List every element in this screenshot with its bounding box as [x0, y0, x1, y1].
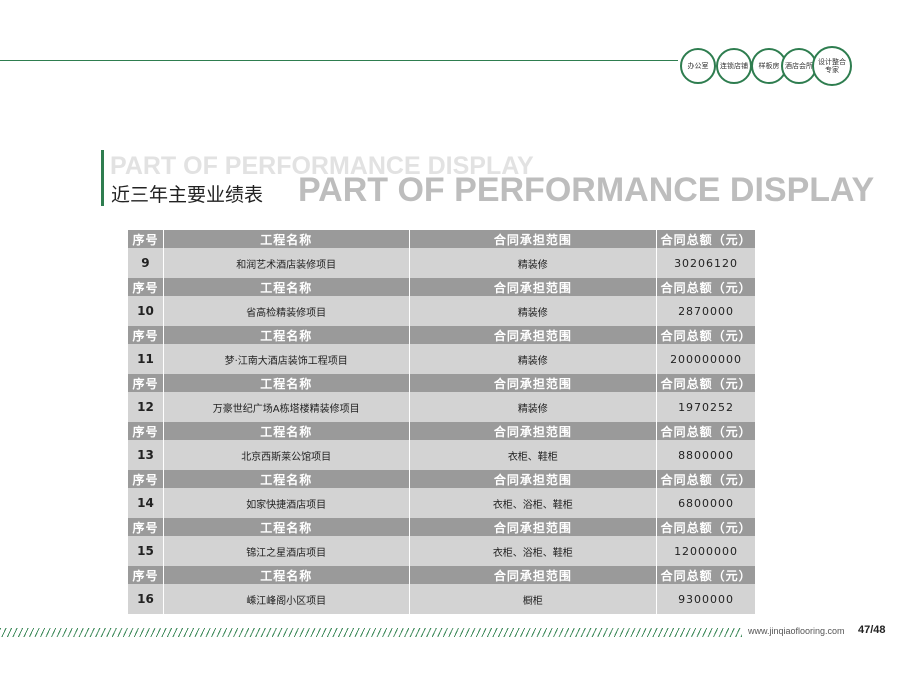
category-design-expert[interactable]: 设计整合专家	[812, 46, 852, 86]
project-name-cell: 省高检精装修项目	[163, 296, 410, 326]
table-header-row: 序号 工程名称 合同承担范围 合同总额（元）	[128, 518, 755, 536]
amount-cell: 2870000	[656, 296, 755, 326]
footer-url[interactable]: www.jinqiaoflooring.com	[748, 626, 845, 636]
project-name-cell: 梦·江南大酒店装饰工程项目	[163, 344, 410, 374]
table-row: 14 如家快捷酒店项目 衣柜、浴柜、鞋柜 6800000	[128, 488, 755, 518]
amount-cell: 1970252	[656, 392, 755, 422]
amount-cell: 30206120	[656, 248, 755, 278]
table-header-cell: 工程名称	[163, 518, 410, 536]
scope-cell: 衣柜、鞋柜	[409, 440, 658, 470]
project-name-cell: 万豪世纪广场A栋塔楼精装修项目	[163, 392, 410, 422]
table-header-cell: 工程名称	[163, 326, 410, 344]
project-name-cell: 锦江之星酒店项目	[163, 536, 410, 566]
title-accent-bar	[101, 150, 104, 206]
row-number-cell: 13	[128, 440, 164, 470]
page-title-english: PART OF PERFORMANCE DISPLAY	[298, 171, 875, 209]
table-header-cell: 序号	[128, 230, 164, 248]
table-header-cell: 合同承担范围	[409, 422, 658, 440]
amount-cell: 8800000	[656, 440, 755, 470]
table-header-cell: 合同总额（元）	[656, 230, 755, 248]
table-header-row: 序号 工程名称 合同承担范围 合同总额（元）	[128, 278, 755, 296]
scope-cell: 精装修	[409, 296, 658, 326]
category-circles: 办公室 连锁店铺 样板房 酒店会所 设计整合专家	[678, 46, 858, 92]
table-header-cell: 序号	[128, 374, 164, 392]
project-name-cell: 嵊江峰阁小区项目	[163, 584, 410, 614]
page-number: 47/48	[858, 624, 886, 636]
table-header-row: 序号 工程名称 合同承担范围 合同总额（元）	[128, 566, 755, 584]
amount-cell: 200000000	[656, 344, 755, 374]
page-title: 近三年主要业绩表	[111, 184, 264, 206]
project-name-cell: 如家快捷酒店项目	[163, 488, 410, 518]
scope-cell: 精装修	[409, 248, 658, 278]
table-header-cell: 合同总额（元）	[656, 278, 755, 296]
category-chain-store[interactable]: 连锁店铺	[716, 48, 752, 84]
table-header-cell: 序号	[128, 518, 164, 536]
table-header-cell: 合同承担范围	[409, 230, 658, 248]
row-number-cell: 12	[128, 392, 164, 422]
category-office[interactable]: 办公室	[680, 48, 716, 84]
table-header-cell: 工程名称	[163, 374, 410, 392]
table-header-cell: 工程名称	[163, 422, 410, 440]
table-header-cell: 合同总额（元）	[656, 566, 755, 584]
scope-cell: 衣柜、浴柜、鞋柜	[409, 536, 658, 566]
top-rule	[0, 60, 678, 61]
table-row: 9 和润艺术酒店装修项目 精装修 30206120	[128, 248, 755, 278]
table-row: 15 锦江之星酒店项目 衣柜、浴柜、鞋柜 12000000	[128, 536, 755, 566]
table-row: 11 梦·江南大酒店装饰工程项目 精装修 200000000	[128, 344, 755, 374]
table-row: 12 万豪世纪广场A栋塔楼精装修项目 精装修 1970252	[128, 392, 755, 422]
row-number-cell: 10	[128, 296, 164, 326]
row-number-cell: 14	[128, 488, 164, 518]
amount-cell: 6800000	[656, 488, 755, 518]
category-hotel-club[interactable]: 酒店会所	[781, 48, 817, 84]
table-header-row: 序号 工程名称 合同承担范围 合同总额（元）	[128, 422, 755, 440]
row-number-cell: 15	[128, 536, 164, 566]
table-header-cell: 序号	[128, 422, 164, 440]
footer-stripes	[0, 628, 742, 637]
table-header-cell: 合同总额（元）	[656, 470, 755, 488]
amount-cell: 9300000	[656, 584, 755, 614]
table-header-cell: 工程名称	[163, 566, 410, 584]
table-header-cell: 工程名称	[163, 470, 410, 488]
table-header-cell: 合同承担范围	[409, 566, 658, 584]
row-number-cell: 9	[128, 248, 164, 278]
table-header-cell: 合同承担范围	[409, 278, 658, 296]
table-header-cell: 序号	[128, 278, 164, 296]
table-header-cell: 合同承担范围	[409, 518, 658, 536]
title-ghost-text: PART OF PERFORMANCE DISPLAY	[110, 152, 534, 180]
table-header-cell: 工程名称	[163, 278, 410, 296]
table-row: 16 嵊江峰阁小区项目 橱柜 9300000	[128, 584, 755, 614]
project-name-cell: 北京西斯莱公馆项目	[163, 440, 410, 470]
table-header-cell: 合同总额（元）	[656, 374, 755, 392]
scope-cell: 橱柜	[409, 584, 658, 614]
row-number-cell: 11	[128, 344, 164, 374]
table-header-cell: 合同总额（元）	[656, 326, 755, 344]
table-header-cell: 序号	[128, 566, 164, 584]
row-number-cell: 16	[128, 584, 164, 614]
table-row: 10 省高检精装修项目 精装修 2870000	[128, 296, 755, 326]
table-header-cell: 序号	[128, 326, 164, 344]
performance-table: 序号 工程名称 合同承担范围 合同总额（元） 9 和润艺术酒店装修项目 精装修 3020612…	[128, 230, 755, 614]
table-header-cell: 合同总额（元）	[656, 422, 755, 440]
table-header-cell: 工程名称	[163, 230, 410, 248]
table-header-cell: 合同承担范围	[409, 326, 658, 344]
table-header-cell: 序号	[128, 470, 164, 488]
table-header-row: 序号 工程名称 合同承担范围 合同总额（元）	[128, 374, 755, 392]
table-header-cell: 合同承担范围	[409, 374, 658, 392]
scope-cell: 衣柜、浴柜、鞋柜	[409, 488, 658, 518]
table-header-row: 序号 工程名称 合同承担范围 合同总额（元）	[128, 470, 755, 488]
amount-cell: 12000000	[656, 536, 755, 566]
table-header-cell: 合同总额（元）	[656, 518, 755, 536]
scope-cell: 精装修	[409, 344, 658, 374]
table-header-row: 序号 工程名称 合同承担范围 合同总额（元）	[128, 326, 755, 344]
scope-cell: 精装修	[409, 392, 658, 422]
project-name-cell: 和润艺术酒店装修项目	[163, 248, 410, 278]
table-header-cell: 合同承担范围	[409, 470, 658, 488]
table-header-row: 序号 工程名称 合同承担范围 合同总额（元）	[128, 230, 755, 248]
table-row: 13 北京西斯莱公馆项目 衣柜、鞋柜 8800000	[128, 440, 755, 470]
